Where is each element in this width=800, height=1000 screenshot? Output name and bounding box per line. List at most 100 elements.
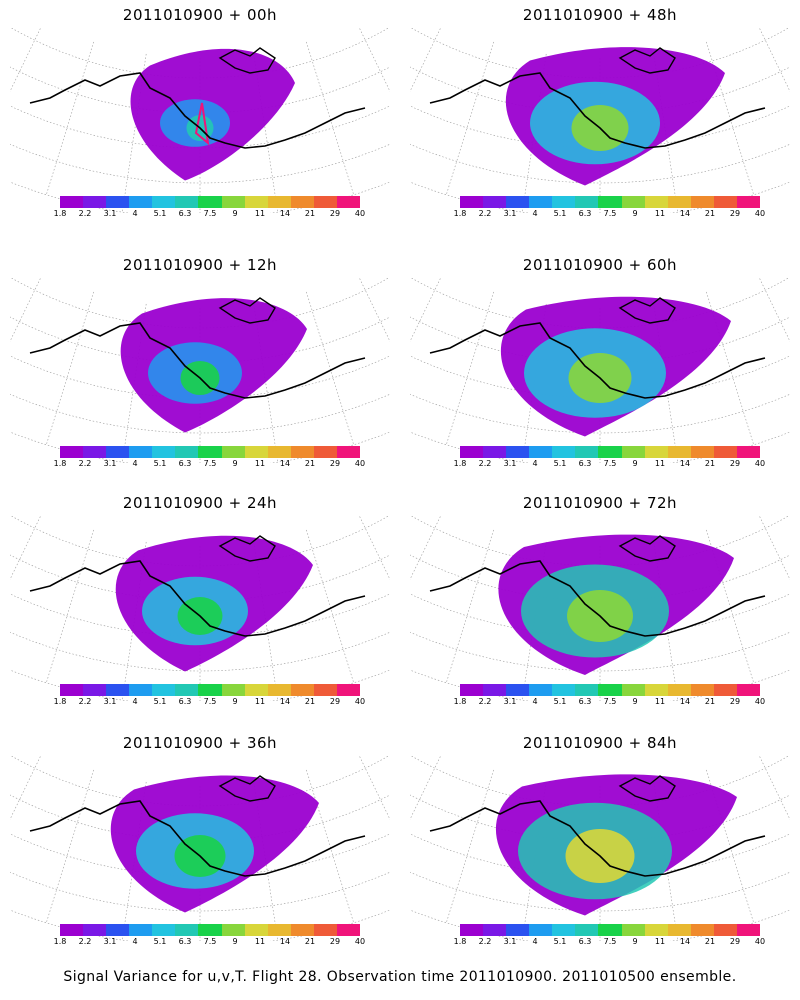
- map-panel: 2011010900 + 00h 1.8 2.2 3.1 4 5.1 6.3 7.5 9 11 14…: [0, 0, 400, 245]
- colorbar-tick-label: 1.8: [453, 459, 467, 468]
- colorbar-tick-label: 3.1: [103, 697, 117, 706]
- colorbar-tick-label: 9: [632, 459, 638, 468]
- colorbar-tick-label: 11: [654, 209, 666, 218]
- colorbar-segment: [598, 196, 622, 208]
- colorbar-segment: [83, 684, 107, 696]
- colorbar-tick-label: 5.1: [553, 459, 567, 468]
- colorbar-tick-label: 2.2: [78, 937, 92, 946]
- colorbar-labels: 1.8 2.2 3.1 4 5.1 6.3 7.5 9 11 14 21 29 40: [450, 209, 770, 221]
- polar-map: [10, 756, 390, 941]
- variance-field: [500, 296, 731, 437]
- colorbar-segment: [336, 446, 361, 458]
- colorbar-segment: [690, 446, 714, 458]
- panel-title: 2011010900 + 48h: [522, 6, 678, 24]
- colorbar: [460, 196, 761, 208]
- colorbar-tick-label: 2.2: [78, 209, 92, 218]
- colorbar-labels: 1.8 2.2 3.1 4 5.1 6.3 7.5 9 11 14 21 29 40: [450, 937, 770, 949]
- colorbar-tick-label: 11: [254, 459, 266, 468]
- colorbar-segment: [506, 684, 530, 696]
- coastline: [29, 72, 366, 149]
- colorbar-segment: [129, 924, 153, 936]
- colorbar-segment: [221, 684, 245, 696]
- colorbar-tick-label: 6.3: [178, 697, 192, 706]
- colorbar-tick-label: 5.1: [153, 937, 167, 946]
- colorbar-tick-label: 29: [329, 209, 341, 218]
- colorbar-tick-label: 2.2: [478, 459, 492, 468]
- colorbar-tick-label: 9: [232, 459, 238, 468]
- colorbar-segment: [552, 446, 576, 458]
- colorbar-tick-label: 14: [679, 697, 691, 706]
- colorbar-segment: [129, 196, 153, 208]
- colorbar-segment: [460, 446, 484, 458]
- colorbar-tick-label: 40: [754, 209, 766, 218]
- panel-title: 2011010900 + 36h: [122, 734, 278, 752]
- colorbar-tick-label: 29: [329, 697, 341, 706]
- colorbar-segment: [129, 446, 153, 458]
- colorbar-tick-label: 7.5: [203, 937, 217, 946]
- colorbar-labels: 1.8 2.2 3.1 4 5.1 6.3 7.5 9 11 14 21 29 40: [50, 697, 370, 709]
- colorbar-segment: [529, 446, 553, 458]
- colorbar-labels: 1.8 2.2 3.1 4 5.1 6.3 7.5 9 11 14 21 29 40: [50, 209, 370, 221]
- colorbar-segment: [83, 446, 107, 458]
- colorbar-tick-label: 2.2: [478, 209, 492, 218]
- colorbar-tick-label: 7.5: [603, 937, 617, 946]
- colorbar: [60, 684, 361, 696]
- colorbar-segment: [529, 196, 553, 208]
- colorbar-segment: [621, 684, 645, 696]
- colorbar-tick-label: 9: [232, 937, 238, 946]
- colorbar-segment: [244, 924, 268, 936]
- arctic-islands: [618, 775, 676, 802]
- panel-title: 2011010900 + 60h: [522, 256, 678, 274]
- colorbar-segment: [483, 446, 507, 458]
- colorbar-segment: [290, 684, 314, 696]
- colorbar-tick-label: 2.2: [478, 697, 492, 706]
- colorbar-segment: [290, 446, 314, 458]
- colorbar-tick-label: 29: [329, 937, 341, 946]
- colorbar-segment: [575, 924, 599, 936]
- colorbar-segment: [267, 684, 291, 696]
- variance-field: [110, 775, 319, 913]
- colorbar-segment: [336, 684, 361, 696]
- colorbar: [60, 446, 361, 458]
- colorbar-segment: [667, 196, 691, 208]
- coastline: [429, 800, 766, 877]
- colorbar-segment: [621, 924, 645, 936]
- colorbar-segment: [83, 924, 107, 936]
- colorbar-segment: [175, 446, 199, 458]
- colorbar-labels: 1.8 2.2 3.1 4 5.1 6.3 7.5 9 11 14 21 29 40: [50, 459, 370, 471]
- coastline: [429, 72, 766, 149]
- colorbar-tick-label: 5.1: [553, 209, 567, 218]
- colorbar-segment: [336, 924, 361, 936]
- colorbar-segment: [290, 196, 314, 208]
- colorbar-tick-label: 40: [754, 697, 766, 706]
- colorbar-segment: [552, 924, 576, 936]
- colorbar-segment: [644, 924, 668, 936]
- colorbar-tick-label: 14: [279, 937, 291, 946]
- colorbar-segment: [690, 196, 714, 208]
- coastline: [29, 800, 366, 877]
- colorbar-segment: [667, 446, 691, 458]
- colorbar-tick-label: 1.8: [53, 697, 67, 706]
- colorbar-segment: [460, 684, 484, 696]
- colorbar-segment: [244, 446, 268, 458]
- colorbar-segment: [667, 924, 691, 936]
- arctic-islands: [218, 47, 276, 74]
- colorbar-tick-label: 3.1: [503, 209, 517, 218]
- colorbar-segment: [460, 196, 484, 208]
- arctic-islands: [218, 775, 276, 802]
- colorbar-segment: [267, 446, 291, 458]
- colorbar-tick-label: 6.3: [178, 209, 192, 218]
- colorbar-tick-label: 29: [729, 697, 741, 706]
- colorbar-tick-label: 6.3: [578, 209, 592, 218]
- variance-field: [495, 774, 737, 916]
- coastline: [29, 560, 366, 637]
- colorbar-segment: [198, 446, 222, 458]
- colorbar-tick-label: 7.5: [603, 459, 617, 468]
- colorbar-segment: [529, 684, 553, 696]
- variance-field: [505, 47, 725, 186]
- colorbar-tick-label: 3.1: [103, 937, 117, 946]
- polar-map: [10, 516, 390, 701]
- colorbar-segment: [175, 684, 199, 696]
- panel-title: 2011010900 + 24h: [122, 494, 278, 512]
- colorbar-segment: [713, 196, 737, 208]
